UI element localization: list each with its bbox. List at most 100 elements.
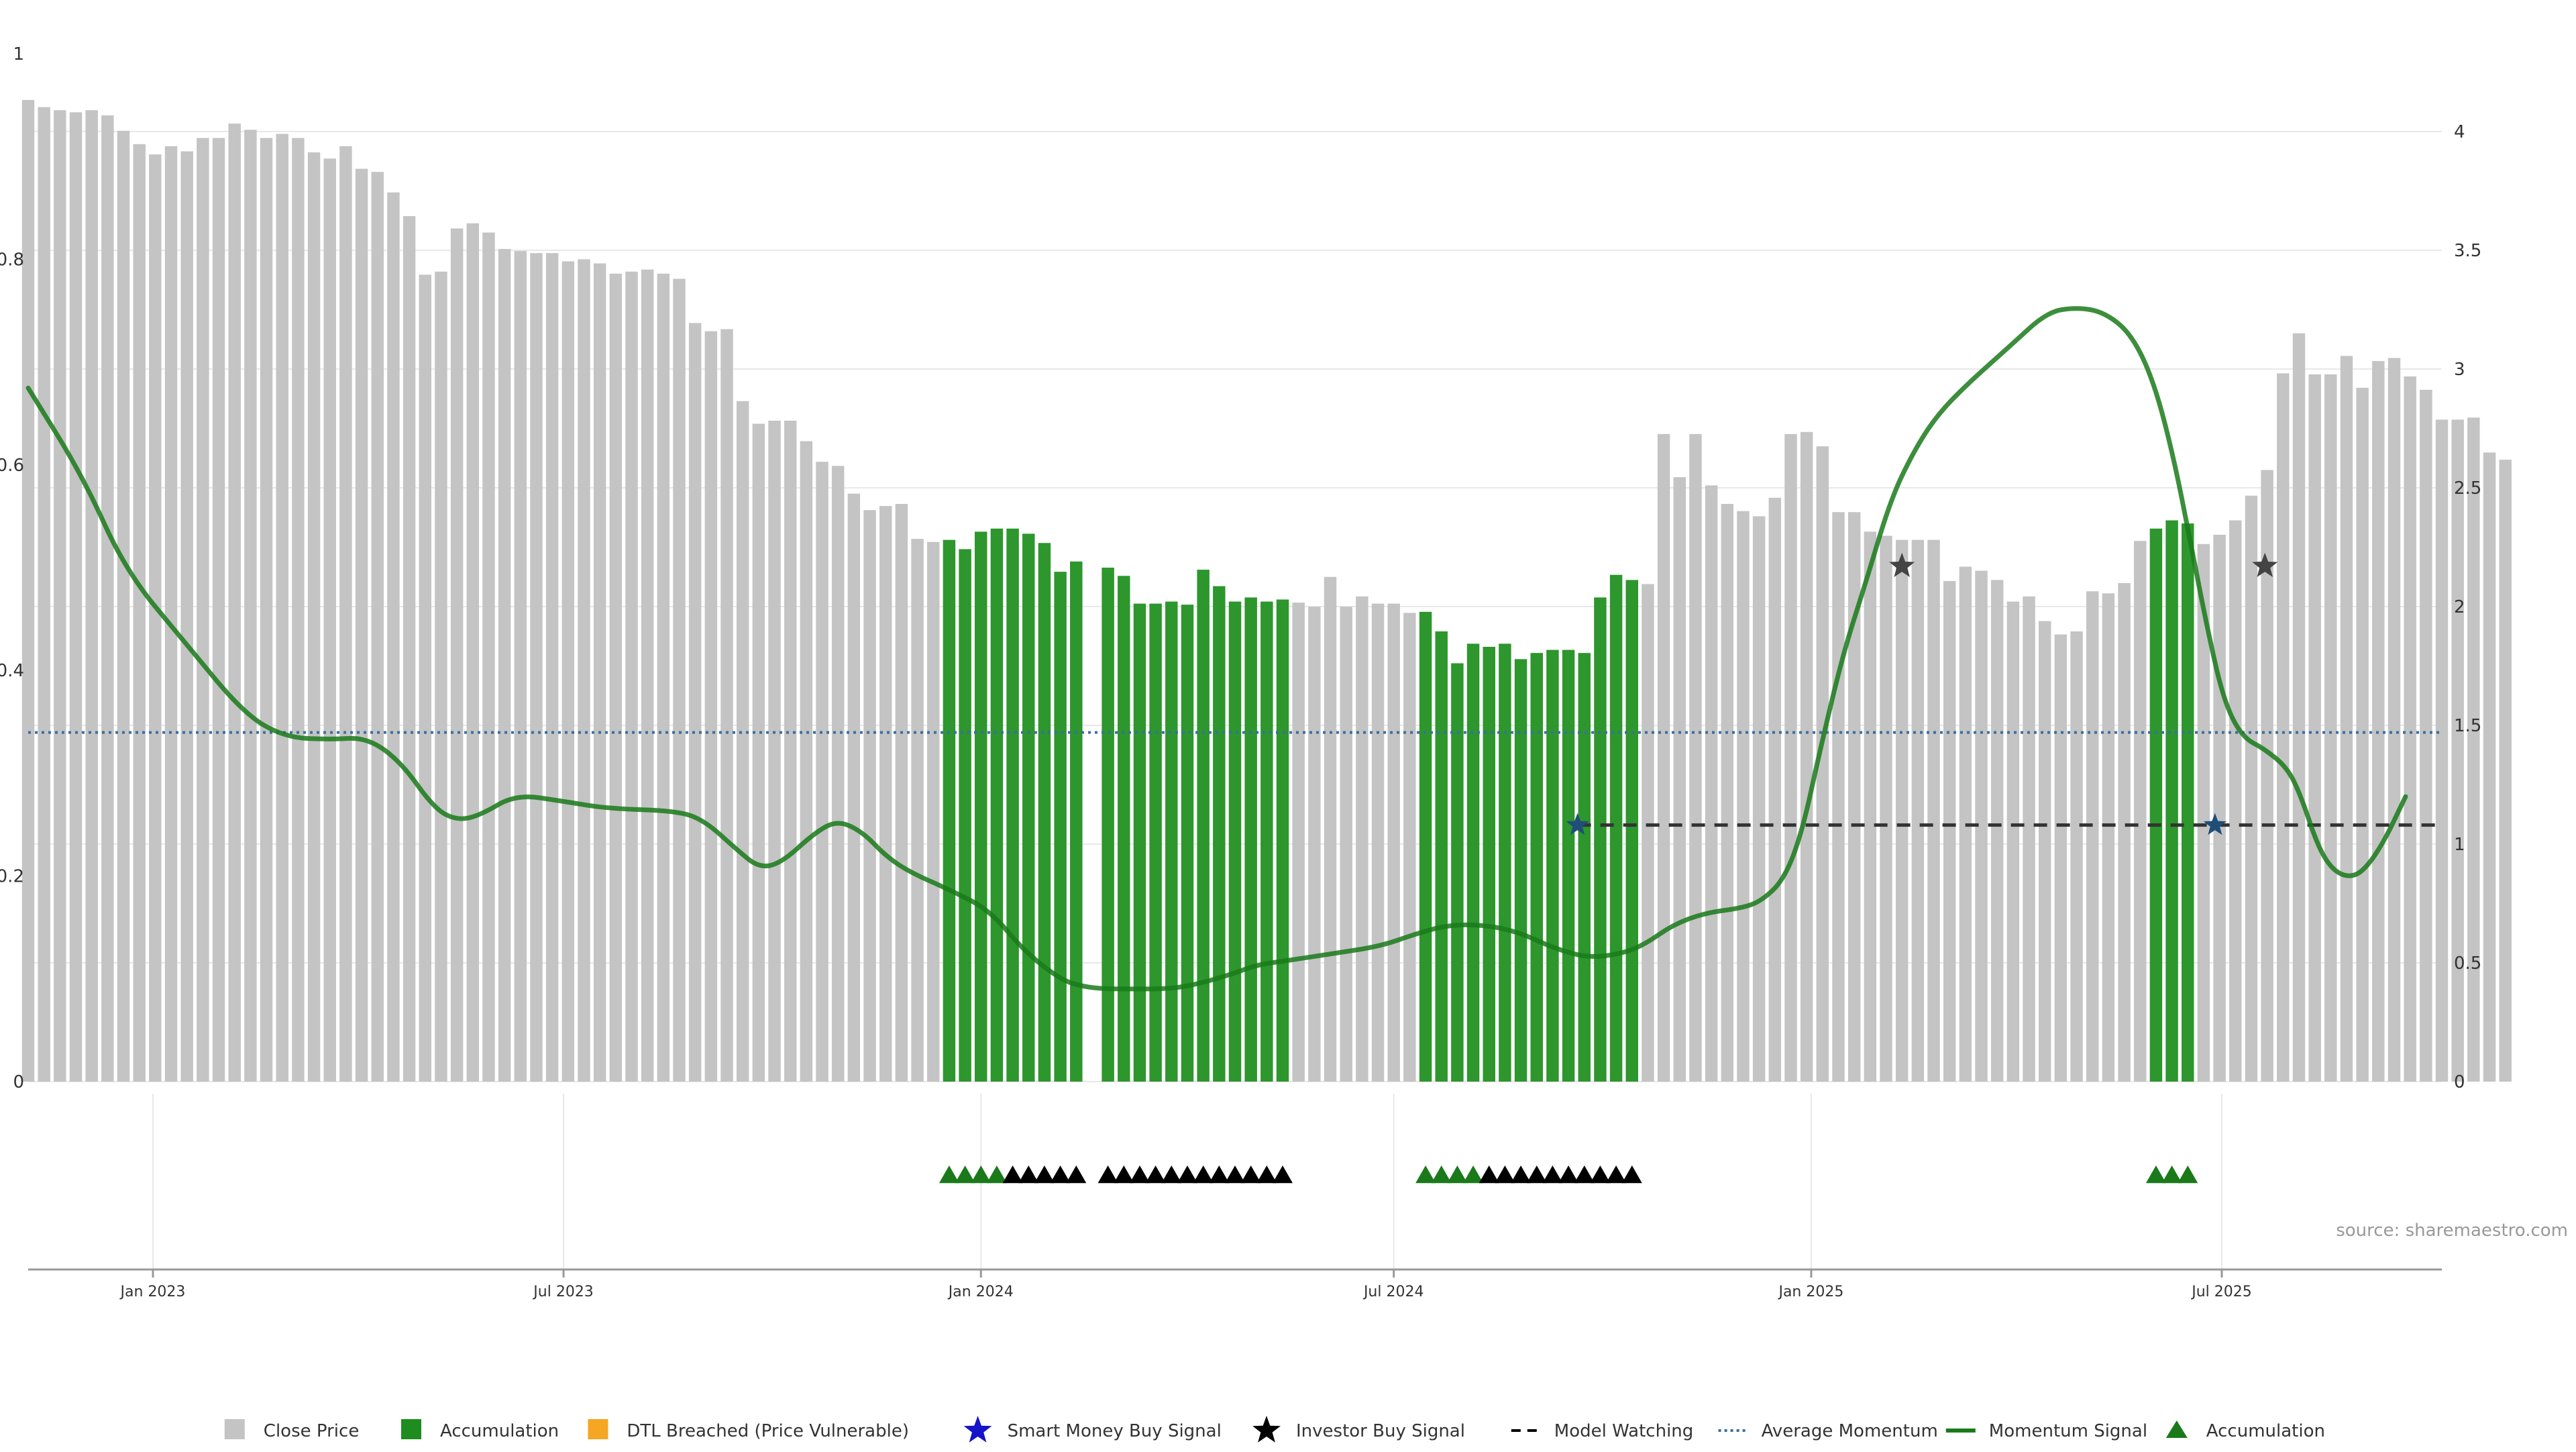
legend-swatch xyxy=(224,1419,245,1439)
right-axis-tick-label: 3.5 xyxy=(2454,241,2481,261)
accumulation-marker-black xyxy=(1145,1165,1166,1184)
close-price-bar xyxy=(2420,389,2432,1082)
accumulation-marker-black xyxy=(1542,1165,1563,1184)
close-price-bar xyxy=(1864,531,1877,1082)
left-axis-tick-label: 0.6 xyxy=(0,456,24,476)
close-price-bar xyxy=(1975,570,1988,1082)
close-price-bar xyxy=(530,253,543,1082)
close-price-bar xyxy=(1990,580,2004,1082)
accumulation-marker-black xyxy=(1114,1165,1134,1184)
close-price-bar xyxy=(2499,460,2512,1082)
accumulation-marker-black xyxy=(1097,1165,1118,1184)
accumulation-bar xyxy=(1133,603,1146,1082)
close-price-bar xyxy=(768,420,781,1082)
close-price-bar xyxy=(85,110,98,1082)
close-price-bar xyxy=(736,401,749,1082)
close-price-bar xyxy=(2387,358,2401,1082)
source-label: source: sharemaestro.com xyxy=(2336,1221,2568,1241)
close-price-bar xyxy=(673,278,686,1082)
close-price-bar xyxy=(419,274,431,1082)
close-price-bar xyxy=(847,493,861,1082)
accumulation-bar xyxy=(1435,631,1448,1082)
accumulation-bar xyxy=(1102,568,1114,1082)
close-price-bar xyxy=(2308,374,2321,1082)
x-axis-tick-label: Jan 2025 xyxy=(1777,1284,1843,1300)
accumulation-marker-black xyxy=(1606,1165,1627,1184)
close-price-bar xyxy=(1816,446,1829,1082)
close-price-bar xyxy=(498,249,511,1082)
x-axis-tick-label: Jan 2023 xyxy=(119,1284,186,1300)
close-price-bar xyxy=(1308,607,1321,1082)
close-price-bar xyxy=(435,271,447,1082)
close-price-bar xyxy=(2102,593,2115,1082)
axes: 0 0.2 0.4 0.6 0.8 1 0 0.5 1 1.5 2 2.5 3 3.5 4 Jan 2023 J… xyxy=(0,44,2568,1300)
close-price-bar xyxy=(1403,613,1416,1082)
close-price-bar xyxy=(2483,452,2496,1082)
close-price-bar xyxy=(688,323,702,1082)
close-price-bar xyxy=(2340,356,2353,1082)
close-price-bar xyxy=(1705,485,1718,1082)
accumulation-bar xyxy=(1419,611,1432,1082)
accumulation-bar xyxy=(1276,599,1289,1082)
legend-item: DTL Breached (Price Vulnerable) xyxy=(588,1419,909,1441)
accumulation-marker-black xyxy=(1256,1165,1277,1184)
accumulation-marker-black xyxy=(1002,1165,1023,1184)
accumulation-marker-green xyxy=(955,1165,975,1184)
legend-label: Accumulation xyxy=(440,1421,559,1441)
accumulation-bar xyxy=(1181,605,1194,1082)
legend-label: Close Price xyxy=(264,1421,360,1441)
left-axis-tick-label: 1 xyxy=(13,44,24,64)
close-price-bar xyxy=(2054,634,2068,1082)
close-price-bar xyxy=(1927,539,1940,1082)
close-price-bar xyxy=(133,144,146,1082)
accumulation-bar xyxy=(959,549,971,1082)
accumulation-bar xyxy=(1165,601,1178,1082)
accumulation-marker-black xyxy=(1018,1165,1039,1184)
accumulation-bar xyxy=(1070,561,1083,1082)
close-price-bar xyxy=(276,134,288,1082)
close-price-bar xyxy=(831,466,845,1082)
close-price-bar xyxy=(244,129,257,1082)
close-price-bar xyxy=(1657,433,1670,1082)
x-axis-tick-label: Jul 2024 xyxy=(1362,1284,1424,1300)
close-price-bar xyxy=(371,172,384,1082)
accumulation-bar xyxy=(1213,586,1226,1082)
accumulation-marker-black xyxy=(1050,1165,1071,1184)
accumulation-bar xyxy=(1609,574,1623,1082)
accumulation-marker-green xyxy=(938,1165,959,1184)
accumulation-marker-green xyxy=(2145,1165,2166,1184)
accumulation-bar xyxy=(1118,576,1130,1082)
close-price-bar xyxy=(1737,511,1750,1082)
x-axis-tick-label: Jul 2023 xyxy=(532,1284,594,1300)
close-price-bar xyxy=(895,504,908,1082)
close-price-bar xyxy=(1911,539,1925,1082)
accumulation-bar xyxy=(1451,663,1464,1082)
accumulation-bar xyxy=(1466,643,1480,1082)
accumulation-bar xyxy=(1546,650,1559,1082)
accumulation-bar xyxy=(990,528,1004,1082)
accumulation-marker-black xyxy=(1161,1165,1182,1184)
accumulation-marker-black xyxy=(1034,1165,1055,1184)
x-axis-tick-label: Jul 2025 xyxy=(2190,1284,2252,1300)
close-price-bar xyxy=(2023,596,2035,1082)
investor-buy-star xyxy=(2252,552,2278,577)
close-price-bar xyxy=(2134,541,2147,1082)
investor-buy-star xyxy=(1889,552,1915,577)
left-axis-tick-label: 0 xyxy=(13,1072,24,1092)
close-price-bar xyxy=(704,331,718,1082)
close-price-bar xyxy=(2038,621,2051,1082)
right-axis-tick-label: 2 xyxy=(2454,597,2465,617)
close-price-bar xyxy=(292,138,305,1082)
close-price-bar xyxy=(101,115,114,1082)
legend-item: Model Watching xyxy=(1511,1421,1693,1441)
close-price-bar xyxy=(2245,495,2258,1082)
legend-label: Accumulation xyxy=(2206,1421,2325,1441)
accumulation-marker-black xyxy=(1209,1165,1230,1184)
legend-label: Model Watching xyxy=(1554,1421,1693,1441)
accumulation-bar xyxy=(1054,572,1067,1082)
legend-label: Smart Money Buy Signal xyxy=(1008,1421,1222,1441)
legend-swatch xyxy=(1252,1416,1281,1443)
accumulation-marker-black xyxy=(1495,1165,1515,1184)
accumulation-bar xyxy=(2182,523,2194,1082)
close-price-bar xyxy=(2006,601,2020,1082)
